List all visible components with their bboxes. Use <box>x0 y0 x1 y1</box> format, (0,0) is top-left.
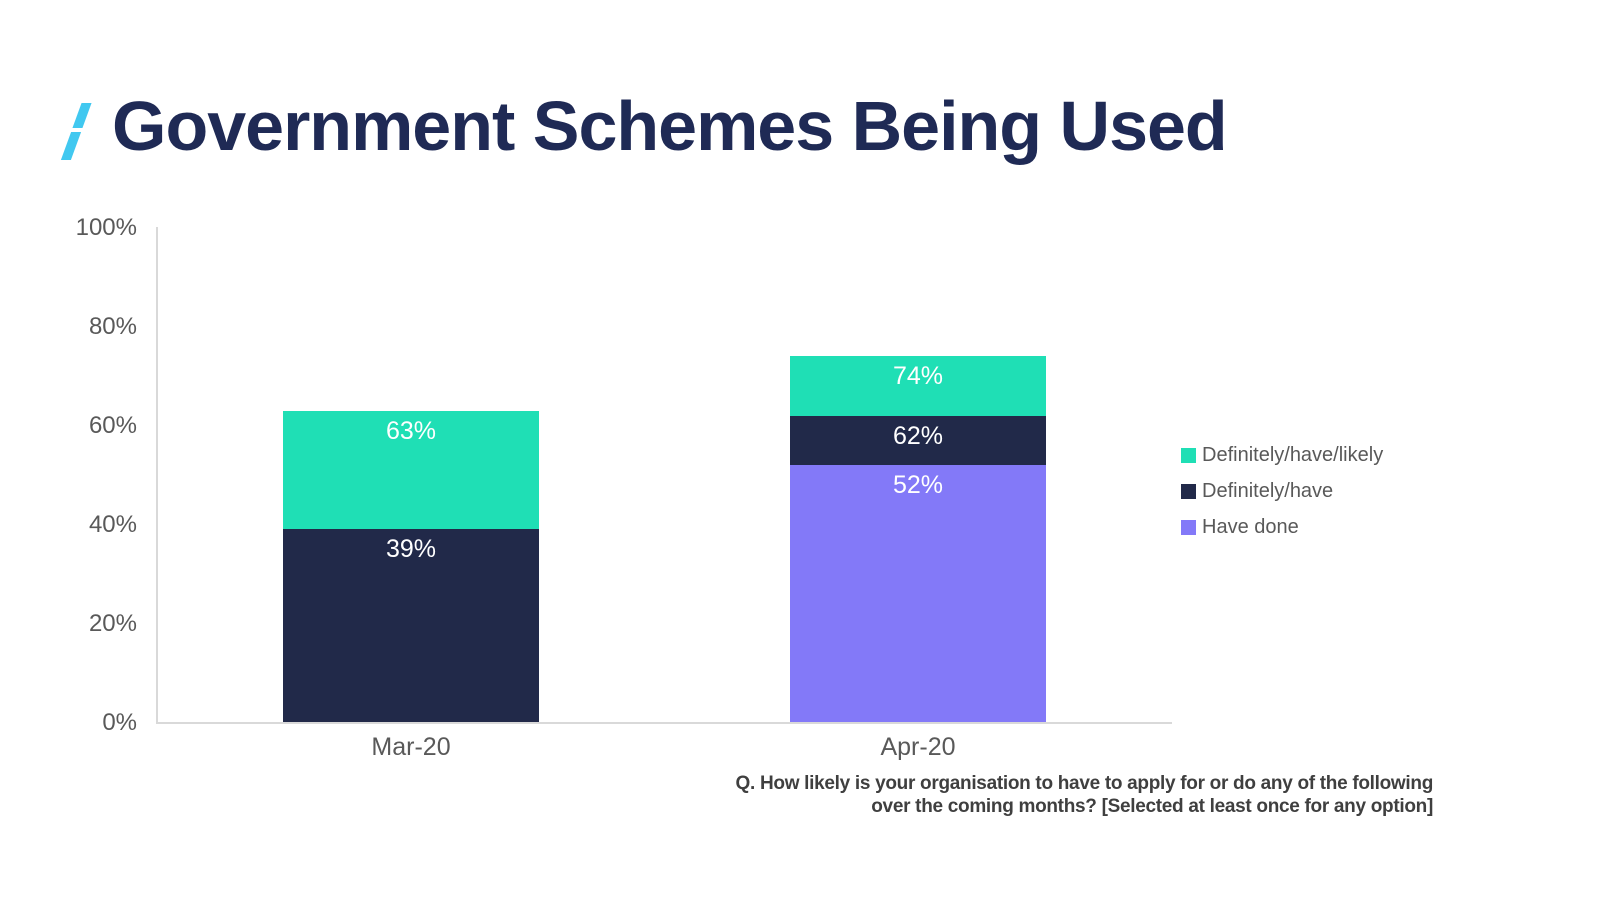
bar-value-label: 39% <box>385 535 437 563</box>
legend-item: Have done <box>1181 515 1383 539</box>
footnote-line: Q. How likely is your organisation to ha… <box>735 773 1434 794</box>
bar-value-label: 63% <box>385 417 437 445</box>
legend: Definitely/have/likely Definitely/have Hav… <box>1181 443 1383 551</box>
legend-label: Definitely/have/likely <box>1202 443 1384 466</box>
bar-value-label: 52% <box>892 471 944 499</box>
y-axis-tick-label: 60% <box>88 412 137 439</box>
bar-segment: 39% <box>283 529 539 722</box>
legend-label: Have done <box>1202 515 1299 538</box>
legend-swatch-icon <box>1181 483 1196 499</box>
footnote-line: over the coming months? [Selected at lea… <box>871 796 1433 817</box>
x-axis-category-label: Apr-20 <box>880 733 956 761</box>
footnote: Q. How likely is your organisation to ha… <box>735 772 1434 818</box>
page-title: Government Schemes Being Used <box>112 87 1228 165</box>
bar-value-label: 74% <box>892 362 944 390</box>
legend-item: Definitely/have/likely <box>1181 443 1383 467</box>
bar-segment: 52% <box>790 465 1046 722</box>
x-axis-category-label: Mar-20 <box>371 733 451 761</box>
legend-label: Definitely/have <box>1202 479 1334 502</box>
legend-item: Definitely/have <box>1181 479 1383 503</box>
y-axis-tick-label: 80% <box>88 313 137 340</box>
legend-swatch-icon <box>1181 447 1196 463</box>
x-axis-line <box>156 722 1172 724</box>
y-axis-tick-label: 40% <box>88 511 137 538</box>
bar-value-label: 62% <box>892 422 944 450</box>
y-axis-tick-label: 0% <box>102 709 137 736</box>
legend-swatch-icon <box>1181 519 1196 535</box>
y-axis-tick-label: 100% <box>75 214 137 241</box>
y-axis-tick-label: 20% <box>88 610 137 637</box>
y-axis-line <box>156 227 158 724</box>
